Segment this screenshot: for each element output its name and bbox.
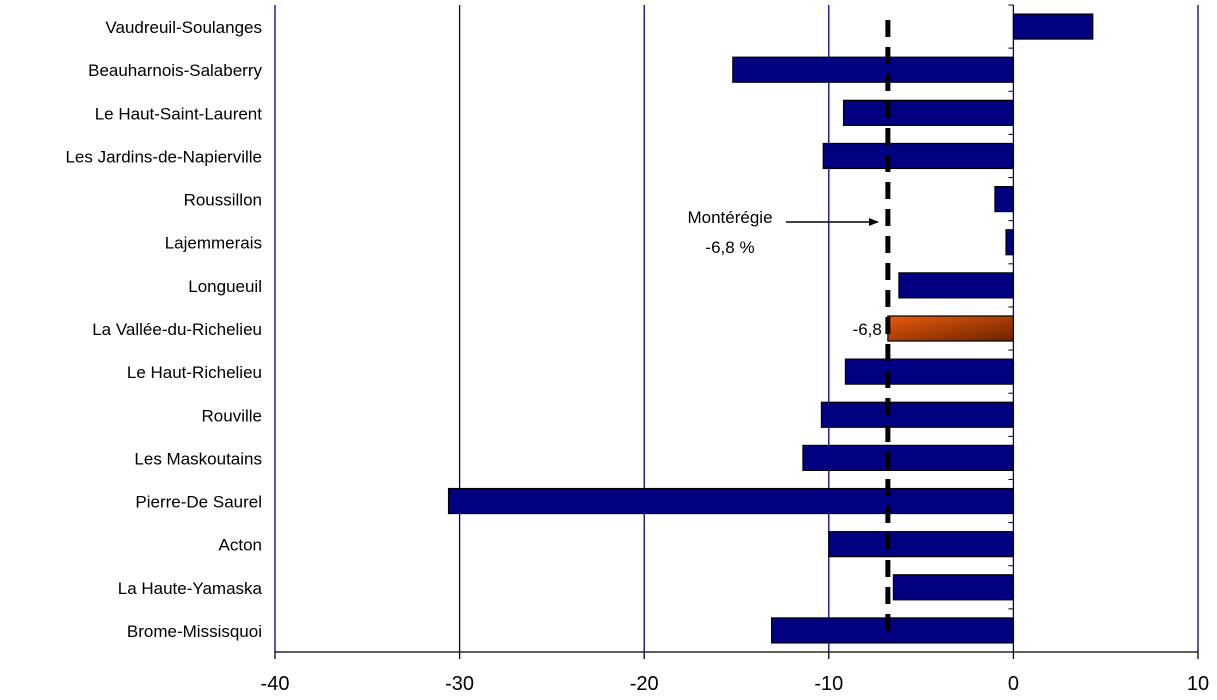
bar	[447, 487, 1014, 515]
bar	[822, 142, 1015, 170]
x-tick-label: 10	[1187, 673, 1209, 695]
category-label: La Vallée-du-Richelieu	[92, 320, 262, 339]
highlight-data-label: -6,8	[853, 320, 882, 339]
x-tick-label: -40	[261, 673, 290, 695]
gridlines	[274, 5, 1199, 652]
bar-highlight	[887, 315, 1015, 342]
category-label: Le Haut-Richelieu	[127, 363, 262, 382]
bar	[820, 401, 1015, 428]
bar	[770, 617, 1014, 644]
bar	[802, 444, 1014, 472]
category-label: Les Jardins-de-Napierville	[65, 147, 262, 166]
bar	[892, 574, 1014, 601]
category-label: Vaudreuil-Soulanges	[105, 18, 262, 37]
x-axis: -40 -30 -20 -10 0 10	[261, 4, 1209, 695]
bar	[828, 531, 1014, 558]
bar	[1005, 229, 1014, 256]
bar	[898, 272, 1015, 299]
bar	[1012, 13, 1094, 40]
category-label: Lajemmerais	[165, 234, 262, 253]
category-label: Brome-Missisquoi	[127, 622, 262, 641]
bars	[447, 13, 1094, 644]
bar	[994, 185, 1015, 213]
bar	[844, 358, 1014, 385]
reference-label-value: -6,8 %	[705, 238, 754, 257]
category-label: Longueuil	[188, 277, 262, 296]
category-labels: Vaudreuil-Soulanges Beauharnois-Salaberry…	[65, 18, 262, 641]
reference-label-region: Montérégie	[687, 208, 772, 227]
x-tick-label: -20	[630, 673, 659, 695]
bar	[732, 56, 1014, 83]
category-label: La Haute-Yamaska	[118, 579, 263, 598]
category-label: Les Maskoutains	[134, 449, 262, 468]
category-label: Rouville	[202, 406, 262, 425]
bar	[842, 99, 1014, 126]
category-label: Le Haut-Saint-Laurent	[95, 104, 263, 123]
category-label: Beauharnois-Salaberry	[88, 61, 262, 80]
x-tick-label: 0	[1008, 673, 1019, 695]
reference-line-group: Montérégie -6,8 %	[687, 20, 891, 642]
x-tick-label: -10	[814, 673, 843, 695]
x-tick-label: -30	[445, 673, 474, 695]
category-label: Roussillon	[184, 191, 262, 210]
category-label: Pierre-De Saurel	[135, 493, 262, 512]
category-label: Acton	[219, 536, 262, 555]
